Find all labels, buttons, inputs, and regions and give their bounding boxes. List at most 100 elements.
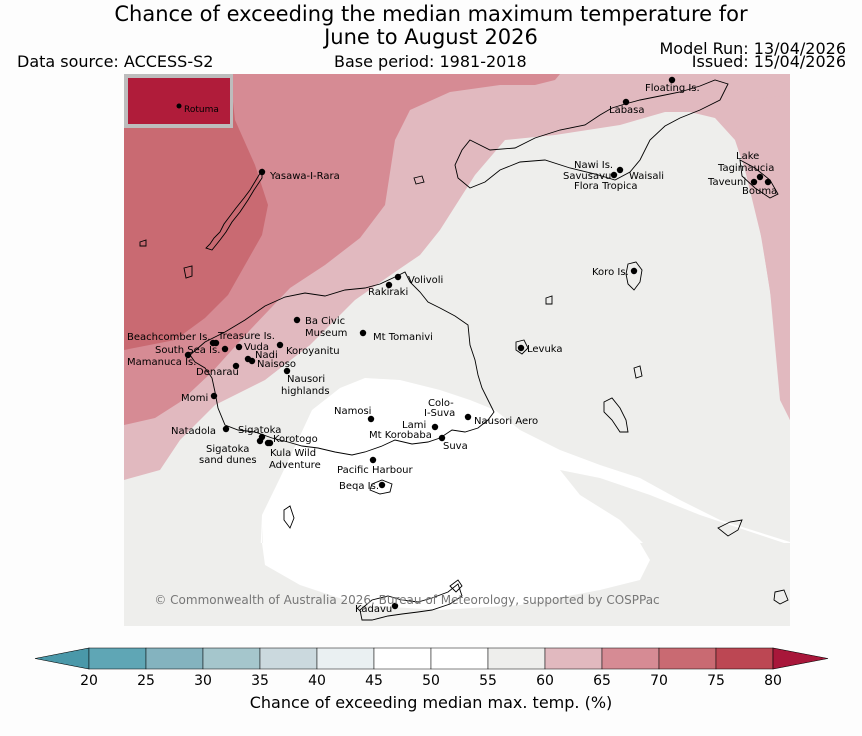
- place-label: Koro Is.: [592, 267, 629, 278]
- colorbar-segment: [487, 647, 546, 670]
- colorbar-segment: [430, 647, 489, 670]
- map-title-line2: June to August 2026: [324, 25, 538, 49]
- colorbar-label: Chance of exceeding median max. temp. (%…: [250, 693, 613, 712]
- place-label: Sigatoka: [238, 425, 281, 436]
- place-label: Taveuni: [707, 177, 746, 188]
- colorbar-segment: [658, 647, 717, 670]
- place-label: Sigatoka: [206, 444, 249, 455]
- place-label: sand dunes: [199, 455, 257, 466]
- place-marker: [385, 281, 393, 289]
- place-marker: [210, 392, 218, 400]
- ovalau-island: [515, 339, 529, 355]
- place-label: Mamanuca Is.: [127, 357, 196, 368]
- colorbar-tick-label: 45: [365, 673, 383, 689]
- place-marker: [756, 173, 764, 181]
- colorbar-segment: [145, 647, 204, 670]
- place-label: Lake: [736, 151, 759, 162]
- place-marker: [630, 267, 638, 275]
- place-label: Pacific Harbour: [337, 465, 414, 476]
- colorbar-tick-label: 40: [308, 673, 326, 689]
- place-label: Suva: [443, 441, 468, 452]
- place-label: Floating Is.: [645, 83, 700, 94]
- colorbar-tick-label: 80: [764, 673, 782, 689]
- place-label: Nawi Is.: [574, 160, 613, 171]
- place-label: Nausori: [287, 374, 325, 385]
- place-label: Nadi: [255, 350, 278, 361]
- place-marker: [610, 171, 618, 179]
- place-marker: [369, 456, 377, 464]
- colorbar-tick-label: 30: [194, 673, 212, 689]
- place-label: Yasawa-I-Rara: [269, 171, 340, 182]
- place-marker: [235, 343, 243, 351]
- place-label: Waisali: [629, 171, 664, 182]
- colorbar: 20 25 30 35 40 45 50 55 60 65 70 75 80: [34, 647, 829, 689]
- place-label: Museum: [305, 328, 347, 339]
- colorbar-tick-label: 75: [707, 673, 725, 689]
- colorbar-segment: [316, 647, 375, 670]
- place-label: Colo-: [428, 398, 454, 409]
- place-label: Denarau: [196, 367, 239, 378]
- base-period-label: Base period: 1981-2018: [334, 52, 527, 71]
- colorbar-tick-label: 20: [80, 673, 98, 689]
- colorbar-segment: [715, 647, 774, 670]
- colorbar-overflow: [772, 647, 829, 670]
- beqa-island: [369, 479, 393, 495]
- place-marker: [276, 341, 284, 349]
- colorbar-segment: [88, 647, 147, 670]
- place-label: highlands: [281, 386, 330, 397]
- coastlines: [139, 79, 789, 621]
- place-label: Nausori Aero: [474, 416, 538, 427]
- place-label: Mt Tomanivi: [373, 332, 433, 343]
- model-run-label: Model Run: 13/04/2026: [659, 39, 847, 58]
- place-label: Adventure: [269, 460, 321, 471]
- place-marker: [750, 178, 758, 186]
- place-marker: [283, 367, 291, 375]
- colorbar-tick-label: 35: [251, 673, 269, 689]
- small-island-6: [449, 579, 463, 593]
- zone-70-75: [124, 74, 268, 350]
- place-marker: [367, 415, 375, 423]
- colorbar-tick-label: 70: [650, 673, 668, 689]
- colorbar-tick-label: 50: [422, 673, 440, 689]
- place-label: South Sea Is.: [155, 345, 220, 356]
- place-label: I-Suva: [424, 408, 455, 419]
- place-marker: [764, 178, 772, 186]
- colorbar-tick-label: 55: [479, 673, 497, 689]
- place-marker: [221, 345, 229, 353]
- map-area: [124, 74, 790, 626]
- small-island-4: [545, 295, 553, 305]
- small-island-5: [633, 365, 643, 379]
- place-marker: [258, 168, 266, 176]
- place-label: Rakiraki: [368, 287, 408, 298]
- zone-60-65-east: [735, 74, 790, 420]
- yasawa-chain: [205, 168, 263, 251]
- place-label: Korotogo: [273, 434, 318, 445]
- zone-45-55-lower: [262, 543, 650, 610]
- koro-island: [625, 261, 643, 291]
- place-label: Labasa: [609, 105, 645, 116]
- place-marker: [438, 434, 446, 442]
- place-label: Koroyanitu: [286, 346, 340, 357]
- small-island-1: [413, 175, 425, 185]
- vanua-levu-coast: [454, 79, 729, 189]
- place-label: Vuda: [244, 342, 269, 353]
- copyright-notice: © Commonwealth of Australia 2026, Bureau…: [154, 593, 659, 607]
- taveuni-coast: [739, 159, 779, 199]
- colorbar-tick-label: 60: [536, 673, 554, 689]
- place-label: Levuka: [527, 344, 563, 355]
- place-label: Volivoli: [408, 275, 443, 286]
- lau-island-1: [717, 519, 743, 537]
- place-label: Ba Civic: [305, 316, 345, 327]
- colorbar-underflow: [34, 647, 90, 670]
- place-label: Beqa Is.: [339, 481, 379, 492]
- colorbar-segment: [373, 647, 432, 670]
- colorbar-segment: [601, 647, 660, 670]
- colorbar-segment: [202, 647, 261, 670]
- colorbar-tick-label: 65: [593, 673, 611, 689]
- viti-levu-coast: [189, 271, 495, 456]
- place-marker: [222, 425, 230, 433]
- place-label: Namosi: [334, 406, 371, 417]
- inset-map: [128, 78, 230, 124]
- issued-label: Issued: 15/04/2026: [691, 52, 846, 71]
- inset-label: Rotuma: [184, 105, 219, 115]
